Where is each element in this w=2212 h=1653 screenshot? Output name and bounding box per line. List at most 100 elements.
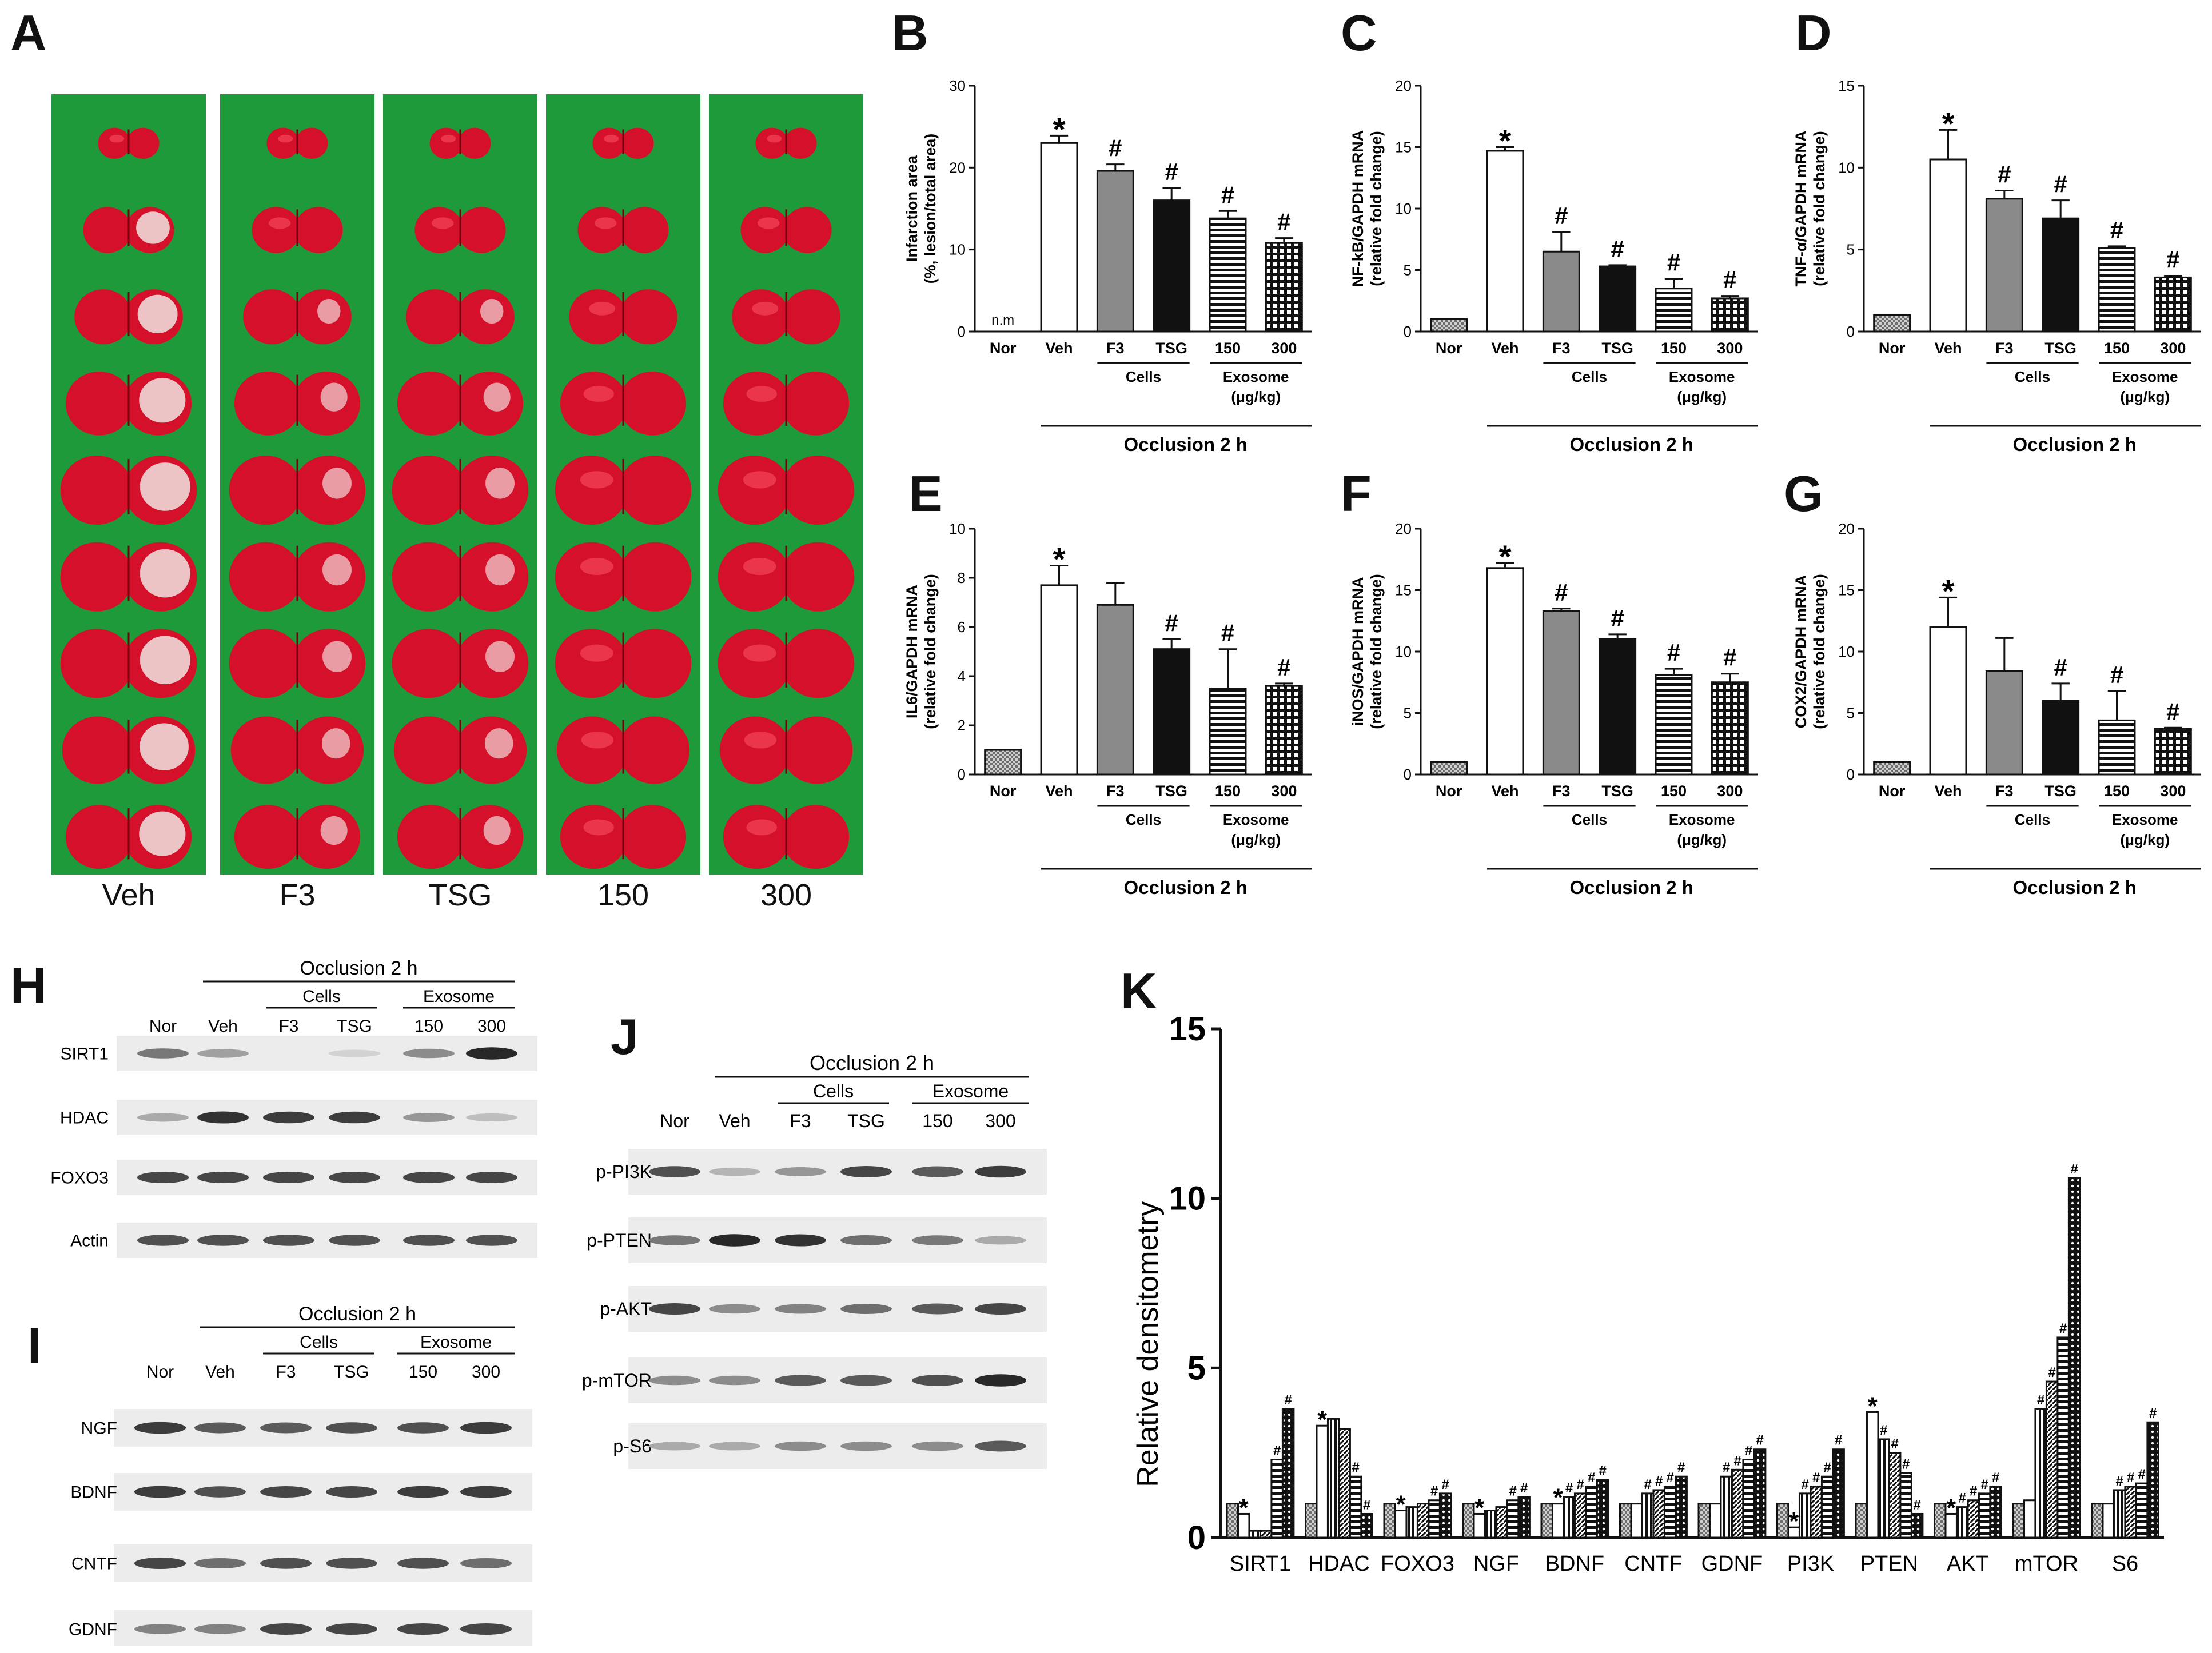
x-tick-label: Nor [1436, 782, 1462, 800]
significance-mark: # [2127, 1470, 2134, 1486]
significance-mark: # [1667, 639, 1680, 666]
exosome-label: Exosome [1669, 368, 1735, 385]
significance-mark: # [1802, 1477, 1809, 1492]
exosome-unit: (μg/kg) [1677, 831, 1727, 848]
blot-lane-label: F3 [276, 1363, 296, 1382]
x-tick-label: F3 [1995, 340, 2014, 357]
bar-pten-3 [1888, 1452, 1902, 1539]
blot-band [460, 1623, 512, 1635]
significance-mark: # [2054, 171, 2067, 198]
bar-cntf-4 [1663, 1486, 1677, 1539]
bar-nor [1430, 318, 1468, 333]
bar-nor [984, 749, 1022, 776]
bar-f3 [1096, 170, 1134, 333]
bar-gdnf-1 [1708, 1503, 1722, 1539]
x-tick-label: Veh [1934, 782, 1962, 800]
x-tick-label: TSG [1155, 340, 1187, 357]
blot-band [649, 1442, 700, 1451]
bar-foxo3-4 [1428, 1499, 1441, 1539]
significance-mark: # [1221, 620, 1234, 646]
brain-slice [60, 455, 197, 525]
blot-row-label: p-AKT [600, 1299, 652, 1319]
blot-exosome-label: Exosome [420, 1333, 492, 1352]
significance-mark: # [1880, 1423, 1887, 1438]
brain-slice [556, 716, 690, 784]
blot-band [709, 1234, 760, 1247]
x-tick-label: TSG [2044, 782, 2077, 800]
brain-slice [234, 371, 361, 436]
bar-f3 [1542, 250, 1580, 333]
brain-slice [234, 805, 361, 869]
y-tick-label: 10 [1838, 159, 1855, 176]
y-tick-label: 2 [958, 717, 966, 734]
bar-pi3k-0 [1776, 1503, 1789, 1539]
brain-slice [397, 371, 524, 436]
blot-band [840, 1304, 892, 1314]
bar-pi3k-5 [1832, 1448, 1845, 1539]
significance-mark: # [1655, 1474, 1663, 1489]
brain-slice [392, 629, 529, 698]
x-tick-label: 150 [2104, 782, 2130, 800]
bar-ngf-0 [1462, 1503, 1475, 1539]
brain-slice [98, 127, 160, 159]
blot-row-label: p-mTOR [582, 1370, 652, 1391]
brain-slice [393, 716, 527, 784]
bar-150 [1209, 688, 1247, 776]
brain-slice [74, 289, 183, 345]
blot-band [260, 1623, 312, 1635]
x-tick-label: BDNF [1545, 1552, 1604, 1576]
blot-band [326, 1558, 377, 1569]
brain-slice [392, 542, 529, 612]
blot-band [329, 1172, 380, 1183]
blot-band [134, 1558, 186, 1569]
significance-mark: # [1998, 161, 2011, 187]
blot-band [403, 1113, 455, 1122]
x-tick-label: Veh [1934, 340, 1962, 357]
bar-300 [2154, 276, 2192, 333]
bar-pi3k-2 [1798, 1492, 1812, 1539]
blot-band [912, 1235, 963, 1245]
occlusion-label: Occlusion 2 h [1124, 434, 1248, 455]
bar-nor [1873, 761, 1911, 776]
blot-cells-label: Cells [813, 1081, 854, 1101]
blot-lane-label: Nor [146, 1363, 174, 1382]
bar-pi3k-4 [1820, 1475, 1834, 1539]
chart-d-tnfa-mrna: 0 5 10 15 TNF-α/GAPDH mRNA (relative fold cha… [1792, 77, 2201, 455]
bar-300 [1265, 685, 1303, 776]
significance-mark: * [1499, 123, 1512, 159]
blot-band [137, 1172, 189, 1183]
bar-foxo3-0 [1383, 1503, 1396, 1539]
bar-cntf-0 [1619, 1503, 1632, 1539]
chart-g-cox2-mrna: 0 5 10 15 20 COX2/GAPDH mRNA (relative fold ch… [1792, 520, 2201, 898]
brain-slice [406, 289, 515, 345]
blot-lane-label: Veh [208, 1017, 238, 1036]
significance-mark: # [2048, 1365, 2055, 1380]
blot-band [263, 1172, 314, 1183]
y-tick-label: 0 [1847, 766, 1855, 783]
panel-label-e: E [909, 465, 943, 522]
brain-slice [65, 805, 192, 869]
blot-occlusion-label: Occlusion 2 h [298, 1303, 416, 1325]
blot-band [912, 1303, 963, 1315]
significance-mark: # [1109, 135, 1122, 162]
significance-mark: # [1284, 1392, 1292, 1408]
significance-mark: * [1053, 111, 1066, 147]
y-tick-label: 10 [1395, 200, 1412, 217]
significance-mark: # [1835, 1433, 1842, 1448]
bar-nor [1873, 314, 1911, 333]
significance-mark: # [1611, 235, 1624, 262]
bar-veh [1929, 158, 1967, 333]
y-tick-label: 0 [1404, 766, 1412, 783]
x-tick-label: Nor [1436, 340, 1462, 357]
blot-row-label: FOXO3 [50, 1169, 109, 1188]
bar-sirt1-5 [1281, 1408, 1295, 1539]
blot-lane-label: 300 [477, 1017, 506, 1036]
significance-mark: # [1277, 654, 1290, 681]
bar-mtor-3 [2045, 1380, 2059, 1539]
panel-a-label-150: 150 [597, 878, 649, 912]
y-tick-label: 0 [1847, 323, 1855, 340]
blot-band [326, 1422, 377, 1434]
bar-300 [1265, 242, 1303, 333]
brain-slice [414, 207, 506, 253]
blot-band [709, 1442, 760, 1451]
